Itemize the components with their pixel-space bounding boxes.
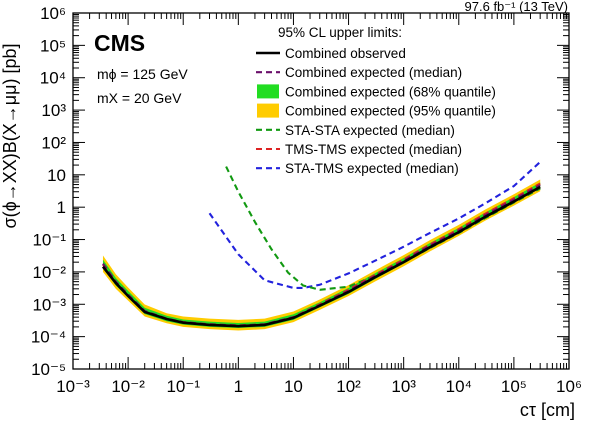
legend-label: Combined expected (68% quantile) <box>285 84 496 99</box>
y-tick-label: 10³ <box>41 101 66 120</box>
cms-label: CMS <box>94 30 145 56</box>
x-tick-label: 10⁶ <box>556 377 582 396</box>
legend-swatch <box>257 84 279 99</box>
series-sta-tms-expected-median <box>208 161 541 289</box>
x-tick-label: 10⁻² <box>111 377 145 396</box>
legend-entry-combined-observed: Combined observed <box>256 46 406 61</box>
x-tick-label: 10⁻³ <box>56 377 90 396</box>
x-tick-label: 10⁵ <box>501 377 527 396</box>
y-tick-label: 10⁻¹ <box>32 231 66 250</box>
y-tick-label: 10⁻⁵ <box>31 360 66 379</box>
band-combined-expected-95-quantile <box>102 179 541 331</box>
y-tick-label: 10⁴ <box>40 69 66 88</box>
tick-labels-layer: 10⁻³ 10⁻² 10⁻¹ 1 10 10² 10³ 10⁴ 10⁵ 10⁶ 10⁻⁵ 10⁻⁴ 10… <box>31 4 582 396</box>
y-tick-label: 10 <box>47 166 66 185</box>
series-combined-observed <box>101 185 541 328</box>
legend-entry-combined-expected-68-quantile: Combined expected (68% quantile) <box>257 84 496 99</box>
legend-label: TMS-TMS expected (median) <box>285 142 462 157</box>
y-tick-label: 10⁵ <box>40 36 66 55</box>
y-axis-title: σ(ϕ→XX)B(X→μμ) [pb] <box>0 44 20 229</box>
lumi-label: 97.6 fb⁻¹ (13 TeV) <box>465 0 568 14</box>
legend-label: STA-STA expected (median) <box>285 123 455 138</box>
plot-frame <box>72 12 570 370</box>
ticks-layer <box>72 12 570 370</box>
x-tick-label: 10⁴ <box>446 377 472 396</box>
param-mphi: mϕ = 125 GeV <box>97 66 188 82</box>
y-tick-label: 1 <box>57 198 66 217</box>
legend-entry-combined-expected-95-quantile: Combined expected (95% quantile) <box>257 103 496 119</box>
legend-label: Combined observed <box>285 46 406 61</box>
x-tick-label: 10⁻¹ <box>166 377 200 396</box>
x-axis-title: cτ [cm] <box>520 400 575 420</box>
x-tick-label: 10 <box>284 377 303 396</box>
param-mx: mX = 20 GeV <box>97 90 182 106</box>
legend-entry-sta-sta-expected-median: STA-STA expected (median) <box>256 123 455 138</box>
x-tick-label: 1 <box>234 377 243 396</box>
y-tick-label: 10⁻⁴ <box>31 328 66 347</box>
lines-layer <box>101 161 541 328</box>
legend-entry-tms-tms-expected-median: TMS-TMS expected (median) <box>256 142 462 157</box>
legend: 95% CL upper limits: Combined observed Co… <box>256 25 496 176</box>
x-tick-label: 10³ <box>391 377 416 396</box>
legend-title: 95% CL upper limits: <box>278 25 402 40</box>
legend-entry-sta-tms-expected-median: STA-TMS expected (median) <box>256 161 459 176</box>
y-tick-label: 10⁻² <box>32 263 66 282</box>
y-tick-label: 10⁻³ <box>32 295 66 314</box>
legend-label: Combined expected (median) <box>285 65 462 80</box>
legend-entry-combined-expected-median: Combined expected (median) <box>256 65 462 80</box>
x-tick-label: 10² <box>336 377 361 396</box>
y-tick-label: 10⁶ <box>40 4 66 23</box>
y-tick-label: 10² <box>41 133 66 152</box>
legend-label: STA-TMS expected (median) <box>285 161 459 176</box>
legend-label: Combined expected (95% quantile) <box>285 104 496 119</box>
legend-swatch <box>257 103 279 118</box>
